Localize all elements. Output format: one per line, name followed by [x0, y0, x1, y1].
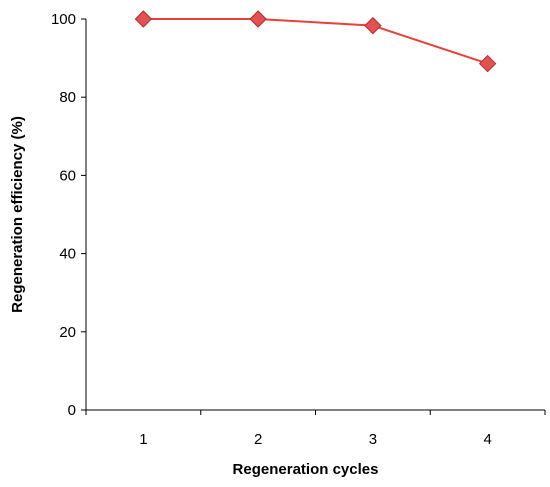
x-tick-label: 2	[254, 431, 262, 448]
data-point-marker	[134, 10, 153, 28]
plot-area	[134, 10, 497, 73]
y-tick-label: 100	[51, 11, 76, 28]
x-tick-label: 4	[483, 431, 491, 448]
y-axis-title: Regeneration efficiency (%)	[9, 116, 26, 313]
series-line	[143, 18, 488, 65]
x-tick-label: 3	[369, 431, 377, 448]
x-axis-title: Regeneration cycles	[233, 461, 379, 478]
y-tick-label: 20	[59, 324, 76, 341]
y-tick-label: 80	[59, 89, 76, 106]
data-point-marker	[364, 16, 382, 35]
axes	[81, 18, 546, 415]
data-point-marker	[478, 54, 497, 73]
y-tick-label: 40	[59, 246, 76, 263]
data-point-marker	[249, 10, 267, 28]
y-tick-label: 60	[59, 167, 76, 184]
y-tick-label: 0	[68, 402, 76, 419]
tick-labels: 0 20 40 60 80 100 1 2 3 4	[51, 11, 492, 448]
x-tick-label: 1	[139, 431, 147, 448]
